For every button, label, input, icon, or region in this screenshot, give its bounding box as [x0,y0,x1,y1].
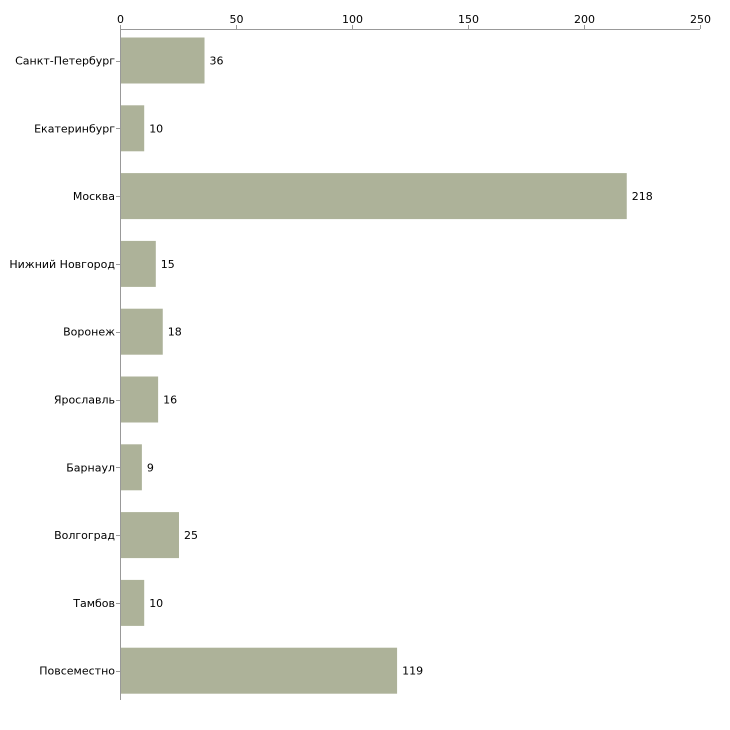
y-axis: Санкт-Петербург Екатеринбург Москва Нижний … [9,29,121,700]
bar [121,308,163,355]
category-label: Нижний Новгород [9,258,115,271]
bar [121,647,398,694]
bar-value-label: 10 [149,597,163,610]
bar [121,173,627,220]
category-label: Москва [73,190,115,203]
x-tick-label: 100 [342,13,363,26]
bar-value-label: 18 [168,326,182,339]
bar-value-label: 15 [161,258,175,271]
category-label: Повсеместно [39,665,115,678]
category-label: Волгоград [54,529,115,542]
category-label: Тамбов [72,597,115,610]
x-tick-label: 250 [690,13,711,26]
x-tick-label: 150 [458,13,479,26]
bar-value-label: 16 [163,394,177,407]
bar-value-label: 119 [402,665,423,678]
bar [121,376,159,423]
x-tick-label: 0 [117,13,124,26]
category-label: Екатеринбург [34,122,115,135]
category-label: Санкт-Петербург [15,55,115,68]
x-tick-label: 50 [230,13,244,26]
x-tick-label: 200 [574,13,595,26]
bar [121,105,145,152]
category-label: Барнаул [66,461,115,474]
bar-value-label: 25 [184,529,198,542]
bar-value-label: 9 [147,461,154,474]
bars: 36 10 218 15 18 16 9 25 10 119 [121,37,653,694]
x-axis: 0 50 100 150 200 250 [117,13,711,30]
bar [121,240,156,287]
category-label: Воронеж [63,326,115,339]
category-label: Ярославль [54,394,115,407]
bar [121,512,179,559]
bar-value-label: 10 [149,122,163,135]
bar [121,37,205,84]
bar-value-label: 36 [210,55,224,68]
bar [121,444,142,491]
bar [121,579,145,626]
bar-value-label: 218 [632,190,653,203]
